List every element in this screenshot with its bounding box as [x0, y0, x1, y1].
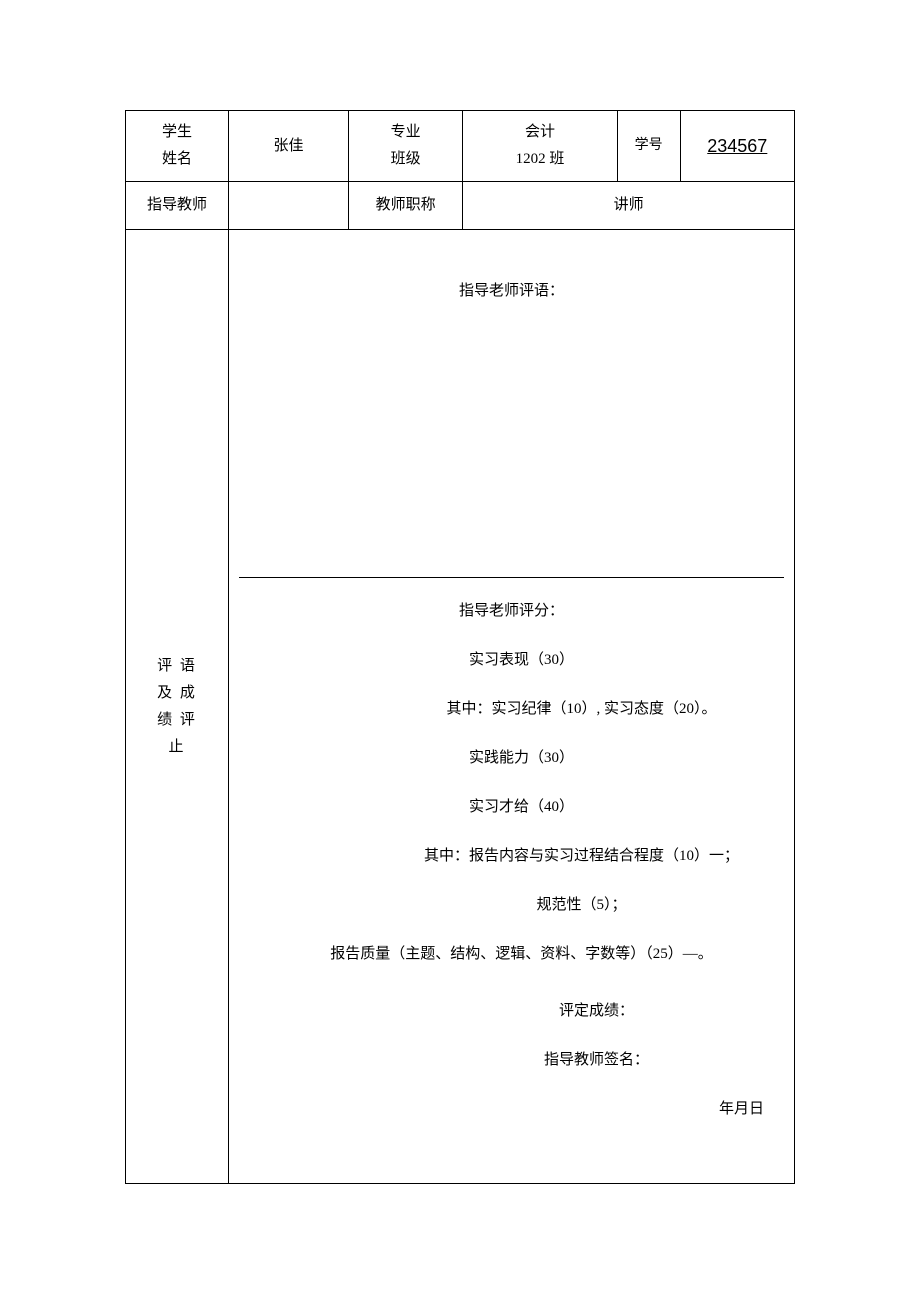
evaluation-form-table: 学生 姓名 张佳 专业 班级 会计 1202 班 学号 234567 指导教师 … [125, 110, 795, 1184]
date-label: 年月日 [249, 1096, 774, 1123]
scoring-item3-detail1: 其中：报告内容与实习过程结合程度（10）一； [249, 843, 774, 870]
scoring-item2: 实践能力（30） [249, 745, 774, 772]
advisor-name-value [228, 182, 348, 230]
teacher-info-row: 指导教师 教师职称 讲师 [126, 182, 795, 230]
side-label: 评 语及 成绩 评止 [126, 230, 229, 1184]
student-id-label: 学号 [617, 111, 680, 182]
signature-label: 指导教师签名： [249, 1047, 774, 1074]
comment-section: 指导老师评语： [239, 238, 784, 578]
comment-title: 指导老师评语： [249, 278, 774, 305]
scoring-item3-detail2: 规范性（5）； [249, 892, 774, 919]
evaluation-content-cell: 指导老师评语： 指导老师评分： 实习表现（30） 其中：实习纪律（10）, 实习… [228, 230, 794, 1184]
scoring-item3: 实习才给（40） [249, 794, 774, 821]
student-info-row: 学生 姓名 张佳 专业 班级 会计 1202 班 学号 234567 [126, 111, 795, 182]
scoring-item3-detail3: 报告质量（主题、结构、逻辑、资料、字数等）（25）—。 [249, 941, 774, 968]
teacher-title-label: 教师职称 [348, 182, 462, 230]
scoring-item1: 实习表现（30） [249, 647, 774, 674]
major-class-label: 专业 班级 [348, 111, 462, 182]
scoring-section: 指导老师评分： 实习表现（30） 其中：实习纪律（10）, 实习态度（20）。 … [239, 578, 784, 1175]
scoring-item1-detail: 其中：实习纪律（10）, 实习态度（20）。 [249, 696, 774, 723]
student-name-value: 张佳 [228, 111, 348, 182]
final-score-label: 评定成绩： [249, 998, 774, 1025]
evaluation-content-row: 评 语及 成绩 评止 指导老师评语： 指导老师评分： 实习表现（30） 其中：实… [126, 230, 795, 1184]
student-id-value: 234567 [680, 111, 794, 182]
scoring-title: 指导老师评分： [249, 598, 774, 625]
teacher-title-value: 讲师 [463, 182, 795, 230]
advisor-label: 指导教师 [126, 182, 229, 230]
major-class-value: 会计 1202 班 [463, 111, 617, 182]
student-name-label: 学生 姓名 [126, 111, 229, 182]
